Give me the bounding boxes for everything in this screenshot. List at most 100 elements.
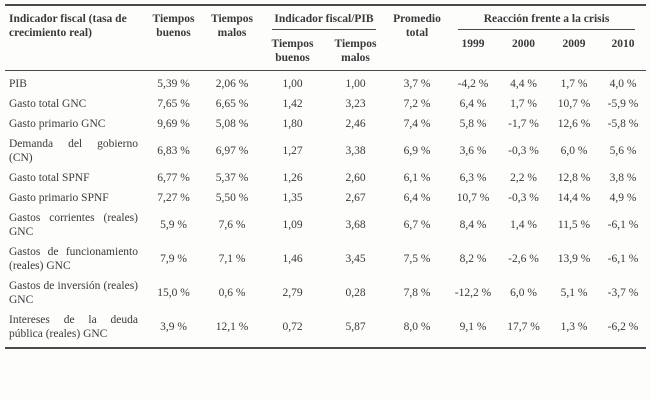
value-cell: 1,09 [282,219,303,232]
table-row: Intereses de la deuda pública (reales) G… [5,310,646,348]
value-cell: 7,6 % [218,219,246,232]
value-cell: 5,1 % [560,287,588,300]
row-label: Gasto total SPNF [9,172,90,185]
value-cell: 14,4 % [557,192,591,205]
header-group-fiscal-pib-label: Indicador fiscal/PIB [272,12,376,31]
value-cell: 3,38 [345,145,366,158]
value-cell: 6,7 % [403,219,431,232]
header-indicator: Indicador fiscal (tasa de crecimiento re… [5,5,144,72]
value-cell: 10,7 % [456,192,490,205]
header-row-main: Indicador fiscal (tasa de crecimiento re… [5,5,646,72]
value-cell: 1,7 % [560,78,588,91]
value-cell: 0,6 % [218,287,246,300]
value-cell: 5,08 % [215,118,249,131]
subheader-good-times: Tiempos buenos [261,33,324,72]
value-cell: 17,7 % [507,321,540,334]
value-cell: 3,7 % [403,78,431,91]
table-row: Gastos corrientes (reales) GNC 5,9 % 7,6 %… [5,208,646,242]
value-cell: 3,68 [345,219,366,232]
table-row: Demanda del gobierno (CN) 6,83 % 6,97 % 1,2… [5,134,646,168]
value-cell: 1,00 [345,78,366,91]
value-cell: 1,35 [282,192,303,205]
value-cell: 5,8 % [459,118,487,131]
value-cell: 2,60 [345,172,366,185]
subheader-year-2009: 2009 [548,33,600,72]
value-cell: 2,79 [282,287,303,300]
subheader-bad-times: Tiempos malos [324,33,387,72]
value-cell: 7,27 % [157,192,190,205]
value-cell: 9,69 % [157,118,190,131]
value-cell: 3,45 [345,253,366,266]
value-cell: 1,4 % [510,219,537,232]
value-cell: -4,2 % [457,78,489,91]
value-cell: 6,3 % [459,172,487,185]
value-cell: 1,00 [282,78,303,91]
value-cell: -6,1 % [607,253,639,266]
header-bad-times: Tiempos malos [203,5,261,72]
value-cell: 7,65 % [157,98,190,111]
row-label: Gasto primario GNC [9,118,106,131]
table-row: Gasto total SPNF 6,77 % 5,37 % 1,26 2,60 6,1 … [5,168,646,188]
value-cell: 7,9 % [160,253,187,266]
value-cell: 0,28 [345,287,366,300]
table-body: PIB 5,39 % 2,06 % 1,00 1,00 3,7 % -4,2 % 4,4 % 1… [5,71,646,349]
value-cell: 3,23 [345,98,366,111]
value-cell: 3,9 % [160,321,187,334]
value-cell: 1,26 [282,172,303,185]
value-cell: -2,6 % [508,253,539,266]
value-cell: 6,77 % [157,172,190,185]
value-cell: 7,1 % [218,253,246,266]
value-cell: -12,2 % [454,287,492,300]
value-cell: 5,6 % [609,145,637,158]
table-row: Gasto primario GNC 9,69 % 5,08 % 1,80 2,46 7,… [5,114,646,134]
value-cell: -1,7 % [508,118,539,131]
value-cell: 6,4 % [403,192,431,205]
value-cell: -5,9 % [607,98,639,111]
row-label: Gastos de inversión (reales) GNC [9,280,138,307]
value-cell: 6,0 % [560,145,588,158]
value-cell: 3,8 % [609,172,637,185]
value-cell: 7,8 % [403,287,431,300]
value-cell: 12,6 % [557,118,591,131]
value-cell: 6,97 % [215,145,249,158]
table-row: Gastos de funcionamiento (reales) GNC 7,9… [5,242,646,276]
row-label: Gastos corrientes (reales) GNC [9,212,138,239]
value-cell: 4,0 % [609,78,637,91]
value-cell: 4,9 % [609,192,637,205]
row-label: Intereses de la deuda pública (reales) G… [9,314,138,341]
value-cell: 2,06 % [215,78,249,91]
value-cell: -0,3 % [508,145,539,158]
value-cell: 7,4 % [403,118,431,131]
value-cell: 10,7 % [557,98,591,111]
value-cell: 5,9 % [160,219,187,232]
value-cell: 8,2 % [459,253,487,266]
header-good-times: Tiempos buenos [144,5,203,72]
value-cell: 0,72 [282,321,303,334]
value-cell: 6,65 % [215,98,249,111]
row-label: Gasto total GNC [9,98,87,111]
row-label: Gasto primario SPNF [9,192,109,205]
value-cell: 6,83 % [157,145,190,158]
value-cell: 12,1 % [215,321,249,334]
value-cell: 7,5 % [403,253,431,266]
value-cell: 1,80 [282,118,303,131]
table-row: PIB 5,39 % 2,06 % 1,00 1,00 3,7 % -4,2 % 4,4 % 1… [5,71,646,95]
value-cell: 3,6 % [459,145,487,158]
value-cell: 1,27 [282,145,303,158]
value-cell: -6,1 % [607,219,639,232]
value-cell: 2,67 [345,192,366,205]
header-group-crisis: Reacción frente a la crisis [447,5,646,33]
value-cell: -0,3 % [508,192,539,205]
value-cell: 6,1 % [403,172,431,185]
header-row-sub: Tiempos buenos Tiempos malos 1999 2000 2… [5,33,646,72]
value-cell: 12,8 % [557,172,591,185]
value-cell: 11,5 % [557,219,591,232]
value-cell: -6,2 % [607,321,639,334]
value-cell: 8,4 % [459,219,487,232]
value-cell: 5,39 % [157,78,190,91]
fiscal-table-container: Indicador fiscal (tasa de crecimiento re… [5,4,646,350]
header-average-total: Promedio total [387,5,447,72]
value-cell: 7,2 % [403,98,431,111]
value-cell: 1,42 [282,98,303,111]
table-header: Indicador fiscal (tasa de crecimiento re… [5,5,646,72]
